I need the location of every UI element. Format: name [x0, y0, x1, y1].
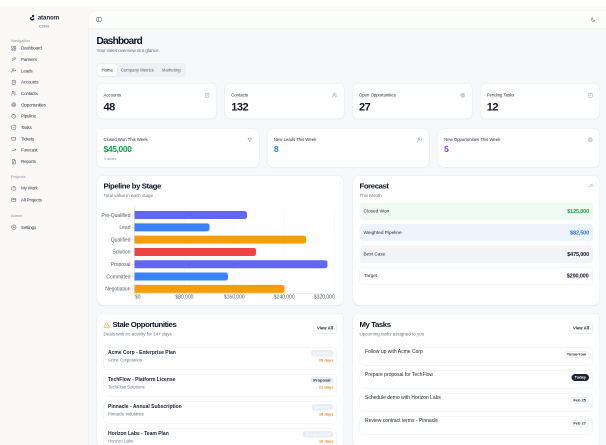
svg-text:Pre-Qualified: Pre-Qualified	[101, 213, 130, 219]
svg-text:$80,000: $80,000	[175, 294, 193, 300]
svg-text:Solution: Solution	[112, 249, 130, 255]
svg-text:Proposal: Proposal	[111, 262, 131, 268]
svg-text:Qualified: Qualified	[111, 237, 131, 243]
svg-text:$0: $0	[135, 294, 141, 300]
svg-text:Negotiation: Negotiation	[105, 286, 131, 292]
svg-text:Lead: Lead	[119, 225, 130, 231]
svg-text:$320,000: $320,000	[314, 294, 335, 300]
svg-text:Committed: Committed	[106, 274, 130, 280]
svg-text:$240,000: $240,000	[274, 294, 295, 300]
svg-text:$160,000: $160,000	[224, 294, 245, 300]
